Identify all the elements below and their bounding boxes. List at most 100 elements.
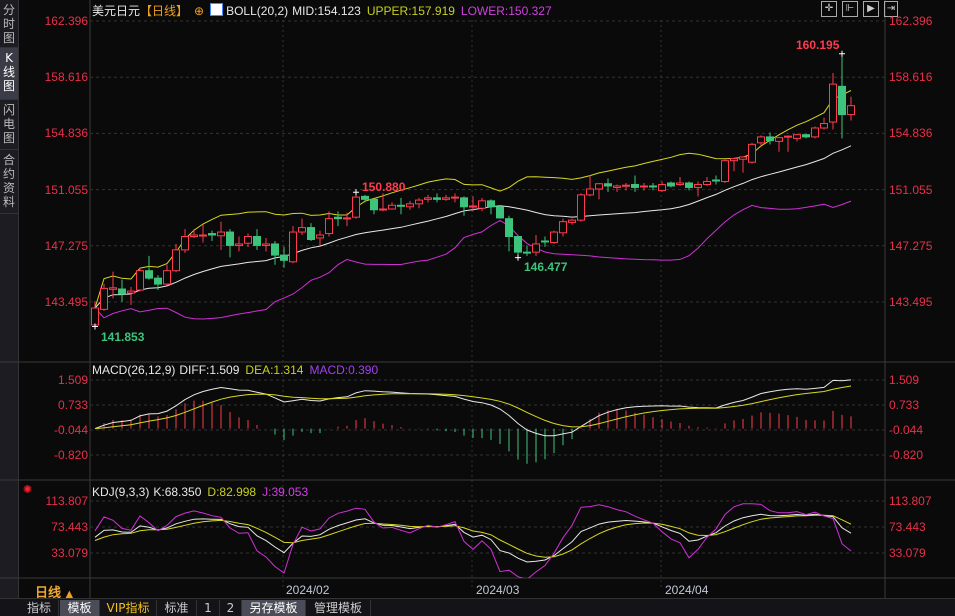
price-tick-left: 151.055 xyxy=(44,182,88,197)
kdj-d-value: D:82.998 xyxy=(207,485,257,499)
candle-body xyxy=(478,200,486,209)
candle-76 xyxy=(775,136,783,152)
period-label: 【日线】 xyxy=(140,4,189,18)
candle-body xyxy=(379,208,387,211)
candle-6 xyxy=(145,255,153,280)
macd-diff-line xyxy=(94,379,852,437)
add-indicator-icon[interactable]: ⊕ xyxy=(194,4,205,18)
candle-body xyxy=(829,83,837,123)
macd-label: MACD(26,12,9) xyxy=(92,363,176,377)
candle-body xyxy=(127,290,135,294)
candle-59 xyxy=(622,182,630,191)
boll-chart-icon[interactable] xyxy=(210,3,224,16)
candle-58 xyxy=(613,184,621,192)
candle-66 xyxy=(685,181,693,191)
tab-indicators[interactable]: 指标 xyxy=(20,600,59,616)
boll-upper-line xyxy=(94,90,852,309)
candle-7 xyxy=(154,275,162,291)
candle-body xyxy=(514,236,522,253)
candle-body xyxy=(505,218,513,238)
tab-time-sharing[interactable]: 分时图 xyxy=(0,0,18,48)
kdj-tick-right: 33.079 xyxy=(889,546,926,560)
manage-templates-button[interactable]: 管理模板 xyxy=(306,600,371,616)
price-tick-left: 143.495 xyxy=(44,295,88,309)
candle-65 xyxy=(676,177,684,186)
kdj-tick-right: 113.807 xyxy=(889,494,932,508)
candle-77 xyxy=(784,135,792,152)
candle-30 xyxy=(361,194,369,203)
candle-body xyxy=(631,183,639,188)
candle-25 xyxy=(316,230,324,246)
tab-1[interactable]: 1 xyxy=(197,600,220,616)
tab-2[interactable]: 2 xyxy=(220,600,242,616)
tab-vip-indicators[interactable]: VIP指标 xyxy=(100,600,157,616)
candle-49 xyxy=(532,235,540,256)
candle-body xyxy=(811,127,819,138)
candle-39 xyxy=(442,194,450,201)
macd-tick-right: 0.733 xyxy=(889,397,920,412)
candle-body xyxy=(766,136,774,142)
crosshair-icon[interactable]: ✛ xyxy=(821,1,837,17)
kdj-tick-left: 113.807 xyxy=(45,494,89,508)
tab-standard[interactable]: 标准 xyxy=(157,600,197,616)
candle-body xyxy=(181,236,189,251)
macd-tick-left: 0.733 xyxy=(57,397,88,412)
tab-contract-info[interactable]: 合约资料 xyxy=(0,150,18,214)
tab-kline[interactable]: K线图 xyxy=(0,48,18,100)
candle-body xyxy=(361,195,369,200)
extreme-marker-146.477 xyxy=(515,254,521,261)
main-header: 美元日元【日线】 ⊕ BOLL(20,2) MID:154.123 UPPER:157.… xyxy=(92,2,558,19)
candle-body xyxy=(523,251,531,254)
candle-10 xyxy=(181,229,189,253)
candle-body xyxy=(424,197,432,200)
move-right-icon[interactable]: ⇥ xyxy=(884,1,898,17)
candle-62 xyxy=(649,182,657,191)
candle-body xyxy=(820,123,828,129)
candle-13 xyxy=(208,230,216,241)
kdj-d-line xyxy=(94,514,852,558)
candle-body xyxy=(847,105,855,116)
play-icon[interactable]: ▶ xyxy=(863,1,879,17)
candle-32 xyxy=(379,193,387,212)
candle-2 xyxy=(109,271,117,299)
candle-body xyxy=(775,137,783,142)
candle-body xyxy=(613,185,621,188)
candle-body xyxy=(253,236,261,246)
candle-body xyxy=(316,234,324,239)
candle-15 xyxy=(226,229,234,258)
candle-body xyxy=(226,231,234,246)
period-selector[interactable]: 日线 ▲ xyxy=(35,582,73,601)
candle-body xyxy=(712,179,720,182)
candle-body xyxy=(244,236,252,244)
candle-body xyxy=(415,199,423,205)
candle-body xyxy=(334,216,342,220)
candle-27 xyxy=(334,211,342,227)
extreme-marker-160.195 xyxy=(839,50,845,57)
candle-29 xyxy=(352,192,360,219)
save-template-button[interactable]: 另存模板 xyxy=(242,600,306,616)
candle-body xyxy=(109,287,117,290)
candle-body xyxy=(118,288,126,295)
candle-72 xyxy=(739,156,747,173)
candle-body xyxy=(289,231,297,263)
extreme-marker-141.853 xyxy=(92,323,98,330)
candle-37 xyxy=(424,194,432,203)
candle-17 xyxy=(244,233,252,247)
candle-body xyxy=(469,205,477,208)
boll-lower-line xyxy=(94,200,852,320)
tab-flash-chart[interactable]: 闪电图 xyxy=(0,100,18,150)
candle-36 xyxy=(415,197,423,209)
candle-64 xyxy=(667,181,675,188)
candle-body xyxy=(532,243,540,253)
candle-44 xyxy=(487,199,495,215)
zoom-range-icon[interactable]: ⊩ xyxy=(842,1,858,17)
kdj-label: KDJ(9,3,3) xyxy=(92,485,150,499)
candle-14 xyxy=(217,221,225,250)
indicator-alert-icon[interactable]: ✺ xyxy=(23,483,33,496)
candle-70 xyxy=(721,159,729,183)
candle-body xyxy=(163,270,171,285)
candle-body xyxy=(604,183,612,187)
tab-templates[interactable]: 模板 xyxy=(60,600,100,616)
